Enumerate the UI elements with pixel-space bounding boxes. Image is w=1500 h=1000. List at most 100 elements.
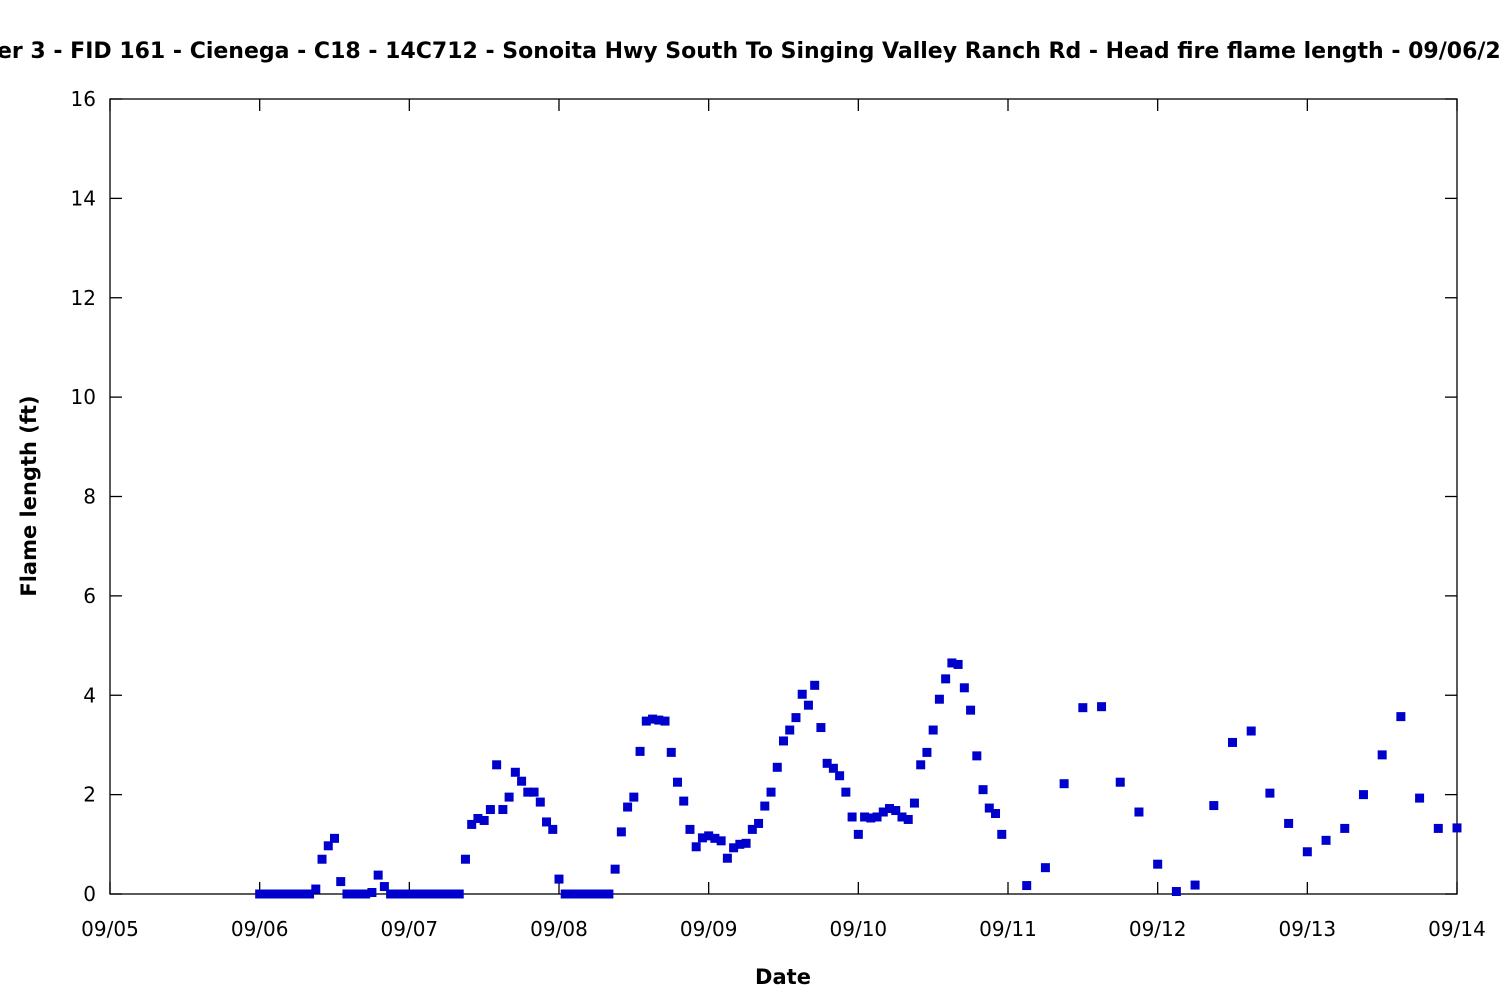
data-point <box>816 723 826 733</box>
data-point <box>423 889 433 899</box>
data-point <box>342 889 352 899</box>
y-tick-label: 8 <box>83 485 96 509</box>
y-axis-label: Flame length (ft) <box>17 395 41 596</box>
y-tick-label: 16 <box>71 87 96 111</box>
data-point <box>442 889 452 899</box>
data-point <box>1228 737 1237 747</box>
x-tick-label: 09/13 <box>1279 917 1337 941</box>
data-point <box>598 889 608 899</box>
data-point <box>1433 823 1443 833</box>
data-point <box>1396 712 1406 722</box>
data-point <box>897 812 907 822</box>
data-point <box>729 843 739 853</box>
data-point <box>947 658 957 668</box>
data-point <box>379 882 389 892</box>
data-point <box>959 683 969 693</box>
data-point <box>454 889 464 899</box>
data-point <box>853 829 863 839</box>
data-point <box>392 889 402 899</box>
data-point <box>585 889 595 899</box>
data-point <box>473 813 483 823</box>
data-point <box>404 889 414 899</box>
x-tick-label: 09/09 <box>680 917 738 941</box>
data-point <box>1209 801 1219 811</box>
data-point <box>772 762 782 772</box>
data-point <box>860 812 870 822</box>
data-point <box>872 812 882 822</box>
x-tick-label: 09/11 <box>979 917 1037 941</box>
data-point <box>828 763 838 773</box>
data-points <box>255 658 1462 899</box>
data-point <box>1059 779 1069 789</box>
data-point <box>735 839 745 849</box>
data-point <box>610 864 620 874</box>
data-point <box>311 884 321 894</box>
data-point <box>323 841 333 851</box>
data-point <box>835 771 845 781</box>
data-point <box>722 853 732 863</box>
data-point <box>1246 726 1256 736</box>
data-point <box>529 787 539 797</box>
data-point <box>1452 823 1462 833</box>
data-point <box>885 804 895 814</box>
data-point <box>604 889 614 899</box>
data-point <box>704 831 714 841</box>
data-point <box>1321 835 1331 845</box>
y-tick-label: 0 <box>83 882 96 906</box>
data-point <box>542 817 552 827</box>
data-point <box>398 889 408 899</box>
data-point <box>411 889 421 899</box>
y-tick-label: 2 <box>83 783 96 807</box>
data-point <box>660 716 670 726</box>
data-point <box>591 889 601 899</box>
data-point <box>978 785 988 795</box>
y-axis-tick-labels: 0 2 4 6 8 10 12 14 16 <box>71 87 96 906</box>
data-point <box>666 747 676 757</box>
data-point <box>436 889 446 899</box>
data-point <box>1153 859 1163 869</box>
x-tick-label: 09/06 <box>231 917 289 941</box>
data-point <box>629 792 639 802</box>
data-point <box>760 801 770 811</box>
data-point <box>766 787 776 797</box>
data-point <box>1022 881 1032 891</box>
data-point <box>716 836 726 846</box>
data-point <box>317 854 327 864</box>
data-point <box>1377 750 1387 760</box>
data-point <box>429 889 439 899</box>
data-point <box>997 829 1007 839</box>
data-point <box>292 889 302 899</box>
data-point <box>386 889 396 899</box>
x-axis-label: Date <box>755 965 811 989</box>
x-tick-label: 09/14 <box>1428 917 1486 941</box>
data-point <box>928 725 938 735</box>
data-point <box>298 889 308 899</box>
data-point <box>348 889 358 899</box>
data-point <box>479 815 489 825</box>
data-point <box>467 819 477 829</box>
data-point <box>741 838 751 848</box>
data-point <box>797 689 807 699</box>
data-point <box>1302 847 1312 857</box>
data-point <box>560 889 570 899</box>
data-point <box>573 889 583 899</box>
data-point <box>485 805 495 815</box>
data-point <box>841 787 851 797</box>
x-tick-label: 09/12 <box>1129 917 1187 941</box>
data-point <box>579 889 589 899</box>
data-point <box>305 889 315 899</box>
data-point <box>1340 823 1350 833</box>
data-point <box>510 767 520 777</box>
data-point <box>747 824 757 834</box>
data-point <box>754 818 764 828</box>
plot-area-frame <box>109 98 1458 895</box>
axis-ticks <box>109 98 1458 895</box>
data-point <box>498 805 508 815</box>
data-point <box>916 760 926 770</box>
data-point <box>654 715 664 725</box>
data-point <box>1134 807 1144 817</box>
data-point <box>648 714 658 724</box>
data-point <box>909 798 919 808</box>
x-tick-label: 09/10 <box>830 917 888 941</box>
